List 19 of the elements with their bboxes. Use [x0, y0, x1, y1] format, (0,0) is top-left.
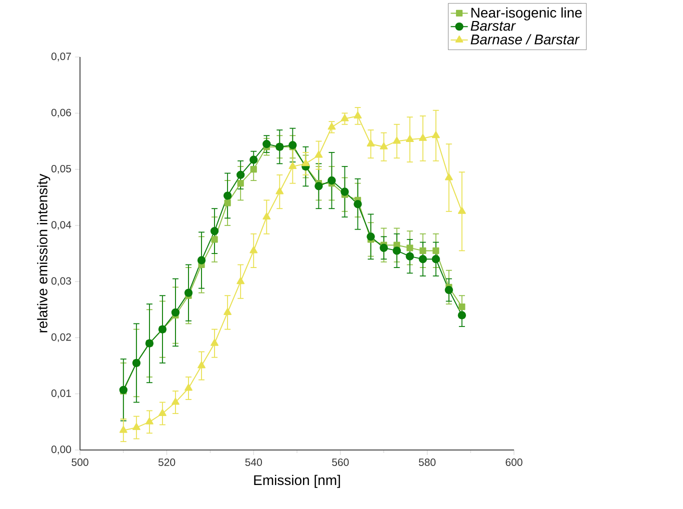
- x-axis-title: Emission [nm]: [254, 474, 340, 488]
- x-tick-label: 600: [506, 458, 522, 466]
- y-tick-label: 0,02: [51, 333, 71, 342]
- y-tick-label: 0,03: [51, 277, 72, 286]
- y-axis-title: relative emission intensity: [37, 174, 50, 332]
- y-tick-label: 0,06: [51, 108, 72, 118]
- x-tick-label: 560: [332, 458, 349, 466]
- legend-label: Near-isogenic line: [471, 7, 582, 20]
- y-tick-label: 0,00: [51, 446, 72, 454]
- y-tick-label: 0,07: [51, 52, 71, 62]
- y-tick-label: 0,04: [51, 221, 72, 230]
- legend-label: Barnase / Barstar: [470, 34, 580, 44]
- y-tick-label: 0,01: [51, 390, 71, 398]
- x-tick-label: 500: [72, 458, 88, 466]
- y-tick-label: 0,05: [51, 164, 72, 174]
- legend-label: Barstar: [470, 21, 516, 31]
- x-tick-label: 580: [418, 458, 436, 466]
- x-tick-label: 540: [245, 458, 262, 466]
- x-tick-label: 520: [158, 458, 176, 466]
